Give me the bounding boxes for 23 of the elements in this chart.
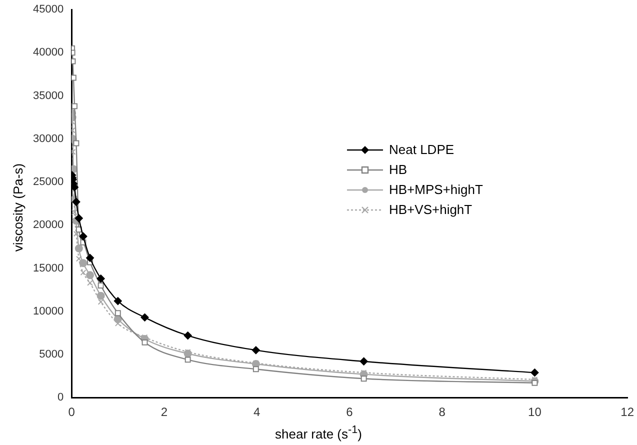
legend-label: HB+VS+highT [389, 201, 472, 219]
x-axis-title: shear rate (s$^{-1}$) [274, 424, 363, 442]
y-tick-label: 15000 [32, 262, 64, 274]
legend-label: HB [389, 161, 408, 179]
x-tick-label: 10 [528, 405, 542, 420]
x-tick-label: 4 [253, 405, 260, 420]
legend-label: Neat LDPE [389, 141, 454, 159]
y-tick-label: 20000 [32, 219, 64, 232]
legend-label: HB+MPS+highT [389, 181, 483, 199]
x-tick-label: 8 [438, 405, 446, 420]
y-tick-label: 40000 [32, 46, 64, 59]
y-tick-label: 0 [57, 392, 64, 404]
y-tick-label: 45000 [32, 4, 64, 16]
x-tick-label: 12 [620, 405, 634, 420]
y-tick-label: 30000 [32, 132, 64, 145]
y-tick-label: 35000 [32, 90, 64, 102]
y-axis-title: viscosity (Pa-s) [10, 162, 26, 254]
x-tick-label: 0 [68, 405, 76, 420]
y-tick-label: 5000 [39, 348, 64, 361]
x-tick-label: 6 [346, 405, 354, 420]
y-tick-label: 25000 [32, 176, 64, 188]
x-tick-label: 2 [160, 405, 168, 420]
y-tick-label: 10000 [32, 305, 64, 318]
